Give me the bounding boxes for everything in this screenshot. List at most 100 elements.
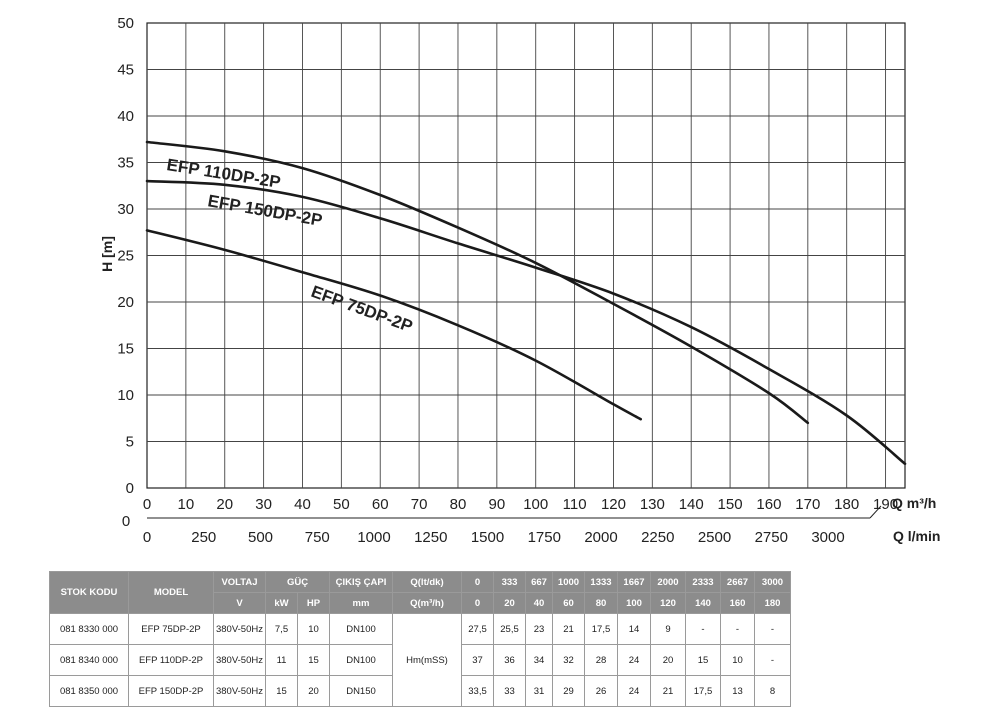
cell-kw: 7,5 <box>265 613 298 645</box>
x2-tick-label: 2000 <box>584 529 617 546</box>
y-tick-label: 25 <box>117 248 134 265</box>
y-tick-label: 15 <box>117 341 134 358</box>
table-row: 081 8330 000 EFP 75DP-2P 380V-50Hz 7,5 10 DN1… <box>49 613 791 707</box>
cell-hp: 10 <box>297 613 330 645</box>
table-header-row: STOK KODU MODEL VOLTAJ GÜÇ ÇIKIŞ ÇAPI Q(lt/dk… <box>49 571 791 614</box>
cell-head-value: 21 <box>650 675 686 707</box>
header-flow-lt-value: 3000 <box>754 571 791 593</box>
x-tick-label: 120 <box>601 496 626 513</box>
header-flow-m3-value: 80 <box>584 592 618 614</box>
cell-head-value: 24 <box>617 644 651 676</box>
x-tick-label: 180 <box>834 496 859 513</box>
x-tick-label: 140 <box>679 496 704 513</box>
y-tick-label: 0 <box>126 480 134 497</box>
cell-stock-code: 081 8350 000 <box>49 675 129 707</box>
x-tick-label: 90 <box>489 496 506 513</box>
secondary-x-axis-title: Q l/min <box>893 528 940 544</box>
header-outlet: ÇIKIŞ ÇAPI <box>329 571 393 593</box>
curve-efp-150dp-2p <box>145 179 907 466</box>
pump-spec-table: STOK KODU MODEL VOLTAJ GÜÇ ÇIKIŞ ÇAPI Q(lt/dk… <box>49 571 791 707</box>
cell-head-value: - <box>685 613 721 645</box>
header-flow-m3-value: 60 <box>552 592 585 614</box>
header-flow-lt-value: 2667 <box>720 571 755 593</box>
cell-head-value: - <box>754 644 791 676</box>
cell-voltage: 380V-50Hz <box>213 644 266 676</box>
y-tick-label: 10 <box>117 387 134 404</box>
header-flow-m3-value: 120 <box>650 592 686 614</box>
y-tick-label: 40 <box>117 108 134 125</box>
curve-label: EFP 110DP-2P <box>165 155 282 192</box>
cell-head-value: 10 <box>720 644 755 676</box>
header-flow-lt-value: 667 <box>525 571 553 593</box>
x-tick-label: 170 <box>795 496 820 513</box>
x-tick-label: 160 <box>756 496 781 513</box>
cell-head-value: 14 <box>617 613 651 645</box>
cell-head-value: 31 <box>525 675 553 707</box>
cell-head-value: 37 <box>461 644 494 676</box>
x-tick-label: 190 <box>873 496 898 513</box>
cell-outlet: DN100 <box>329 644 393 676</box>
x-tick-label: 0 <box>143 496 151 513</box>
header-flow-lt-value: 1000 <box>552 571 585 593</box>
cell-model: EFP 150DP-2P <box>128 675 214 707</box>
header-flow-lt-value: 2000 <box>650 571 686 593</box>
cell-head-value: 29 <box>552 675 585 707</box>
header-flow-lt-value: 2333 <box>685 571 721 593</box>
header-power-kw: kW <box>265 592 298 614</box>
x-tick-label: 40 <box>294 496 311 513</box>
header-model: MODEL <box>128 571 214 614</box>
header-power: GÜÇ <box>265 571 330 593</box>
x-tick-label: 110 <box>563 496 587 513</box>
x-tick-label: 80 <box>450 496 467 513</box>
x-tick-label: 20 <box>216 496 233 513</box>
cell-hp: 20 <box>297 675 330 707</box>
pump-curves <box>145 140 907 466</box>
cell-stock-code: 081 8330 000 <box>49 613 129 645</box>
secondary-axis-arrow <box>869 505 882 519</box>
cell-kw: 15 <box>265 675 298 707</box>
header-flow-m3-value: 100 <box>617 592 651 614</box>
pump-curve-chart: 0 10 20 30 40 50 60 70 80 90 100 110 120 130 140 150 160… <box>99 15 940 546</box>
header-flow-m3-value: 40 <box>525 592 553 614</box>
header-power-hp: HP <box>297 592 330 614</box>
cell-head-value: - <box>754 613 791 645</box>
x-tick-label: 10 <box>178 496 195 513</box>
header-flow-m3-value: 180 <box>754 592 791 614</box>
y-tick-label: 20 <box>117 294 134 311</box>
cell-outlet: DN100 <box>329 613 393 645</box>
cell-head-value: 8 <box>754 675 791 707</box>
x-axis-ticks: 0 10 20 30 40 50 60 70 80 90 100 110 120 130 140 150 160… <box>143 496 898 513</box>
cell-hp: 15 <box>297 644 330 676</box>
cell-head-value: 20 <box>650 644 686 676</box>
x-tick-label: 150 <box>718 496 743 513</box>
cell-head-value: 32 <box>552 644 585 676</box>
header-flow-m3-value: 0 <box>461 592 494 614</box>
header-flow-m3: Q(m³/h) <box>392 592 462 614</box>
cell-head-value: 28 <box>584 644 618 676</box>
y-tick-label: 30 <box>117 201 134 218</box>
cell-head-value: 33,5 <box>461 675 494 707</box>
cell-head-value: 17,5 <box>685 675 721 707</box>
header-flow-lt-value: 1333 <box>584 571 618 593</box>
header-stock-code: STOK KODU <box>49 571 129 614</box>
cell-kw: 11 <box>265 644 298 676</box>
cell-voltage: 380V-50Hz <box>213 613 266 645</box>
cell-model: EFP 110DP-2P <box>128 644 214 676</box>
y-tick-label: 45 <box>117 62 134 79</box>
chart-grid <box>146 22 906 489</box>
x2-tick-label: 1750 <box>528 529 561 546</box>
x-axis-title: Q m³/h <box>892 495 936 511</box>
x2-tick-label: 3000 <box>811 529 844 546</box>
cell-head-value: 13 <box>720 675 755 707</box>
cell-head-value: 23 <box>525 613 553 645</box>
cell-voltage: 380V-50Hz <box>213 675 266 707</box>
x2-tick-label: 1250 <box>414 529 447 546</box>
y-tick-label-zero: 0 <box>122 513 130 530</box>
header-flow-lt-value: 1667 <box>617 571 651 593</box>
x2-tick-label: 250 <box>191 529 216 546</box>
curve-efp-110dp-2p <box>145 140 810 425</box>
y-tick-label: 35 <box>117 155 134 172</box>
cell-model: EFP 75DP-2P <box>128 613 214 645</box>
curve-efp-75dp-2p <box>145 229 642 421</box>
